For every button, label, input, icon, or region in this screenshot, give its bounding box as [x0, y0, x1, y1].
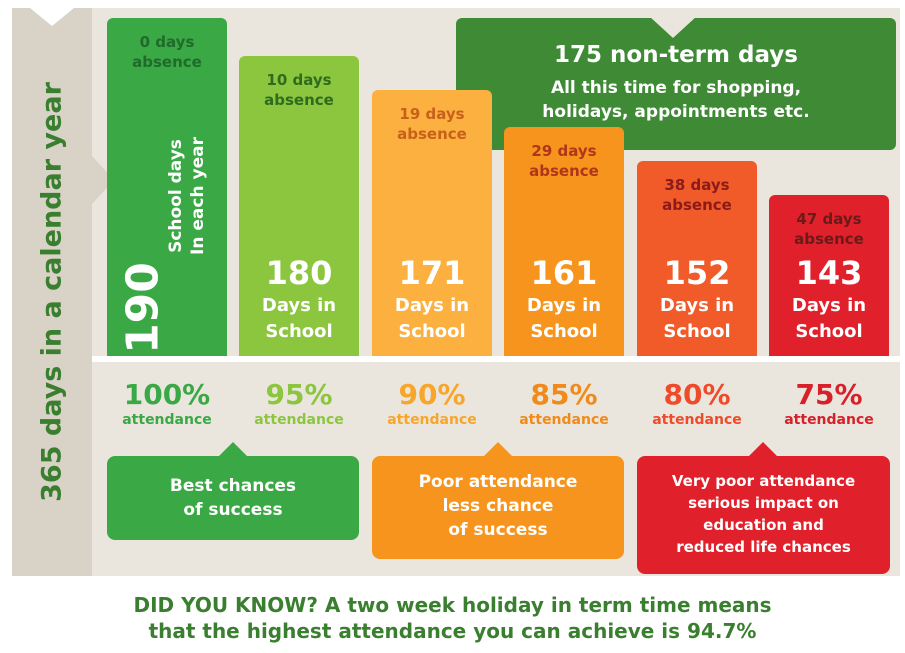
absence-days: 0 days — [139, 33, 195, 51]
callout-pointer — [749, 442, 777, 456]
footer-line: that the highest attendance you can achi… — [148, 619, 757, 643]
bar-value-label: 180 — [265, 253, 333, 292]
bar-5: 47 days absence 143 Days in School — [769, 195, 889, 356]
callout-pointer — [219, 442, 247, 456]
callout-line: of success — [448, 520, 548, 540]
bar-absence-label: 10 days absence — [239, 70, 359, 110]
non-term-description-line: holidays, appointments etc. — [542, 102, 810, 122]
bar-school-label: School — [795, 321, 863, 342]
bar-absence-label: 0 days absence — [107, 32, 227, 72]
attendance-percent: 75% — [795, 378, 863, 411]
bar-2: 19 days absence 171 Days in School — [372, 89, 492, 356]
attendance-word: attendance — [652, 412, 742, 428]
bar-0: 0 days absence 190 School days In each year — [107, 18, 227, 356]
absence-days: 38 days — [664, 176, 730, 195]
non-term-description: All this time for shopping, holidays, ap… — [456, 76, 896, 124]
top-notch — [30, 8, 74, 26]
attendance-word: attendance — [387, 412, 477, 428]
absence-word: absence — [132, 53, 202, 71]
absence-days: 47 days — [796, 210, 862, 228]
bar-3: 29 days absence 161 Days in School — [504, 127, 624, 356]
callout-text: Very poor attendance serious impact on edu… — [637, 470, 890, 558]
callout-line: of success — [183, 500, 283, 520]
school-days-number: 190 — [117, 262, 169, 354]
attendance-percent: 90% — [398, 378, 466, 411]
bar-4: 38 days absence 152 Days in School — [637, 161, 757, 356]
bar-value-label: 161 — [530, 253, 598, 292]
school-days-label-line: In each year — [188, 137, 208, 255]
absence-word: absence — [264, 90, 334, 109]
bar-school-label: School — [398, 320, 466, 342]
footer-line: DID YOU KNOW? A two week holiday in term… — [133, 593, 772, 617]
bar-value-label: 152 — [663, 253, 731, 292]
non-term-title: 175 non-term days — [554, 42, 798, 68]
non-term-description-line: All this time for shopping, — [550, 78, 802, 98]
non-term-notch — [649, 16, 697, 38]
school-days-label-line: School days — [166, 139, 186, 253]
school-days-label: School days In each year — [165, 137, 209, 255]
attendance-percent: 95% — [265, 378, 333, 411]
bar-days-in-label: Days in — [659, 294, 735, 316]
bar-school-label: School — [530, 320, 598, 342]
absence-days: 29 days — [531, 142, 597, 161]
attendance-word: attendance — [784, 412, 874, 428]
attendance-percent: 85% — [530, 378, 598, 411]
absence-word: absence — [529, 162, 599, 181]
callout-line: serious impact on — [688, 494, 839, 512]
bar-days-in-label: Days in — [394, 294, 470, 316]
callout-pointer — [484, 442, 512, 456]
absence-days: 19 days — [399, 104, 465, 123]
attendance-word: attendance — [519, 412, 609, 428]
bar-value-label: 171 — [398, 253, 466, 292]
bar-days-in-label: Days in — [791, 295, 867, 316]
attendance-percent: 80% — [663, 378, 731, 411]
bar-school-label: School — [663, 320, 731, 342]
side-label: 365 days in a calendar year — [36, 82, 68, 502]
side-panel — [12, 8, 92, 576]
bar-days-in-label: Days in — [261, 294, 337, 316]
absence-days: 10 days — [266, 70, 332, 89]
absence-word: absence — [397, 124, 467, 143]
bar-absence-label: 29 days absence — [504, 141, 624, 181]
absence-word: absence — [662, 196, 732, 215]
absence-word: absence — [794, 230, 864, 248]
bar-days-in-label: Days in — [526, 294, 602, 316]
chart-baseline — [92, 356, 900, 362]
attendance-word: attendance — [254, 412, 344, 428]
callout-line: education and — [703, 516, 824, 534]
callout-line: reduced life chances — [676, 538, 851, 556]
callout-box: Best chances of success — [107, 442, 359, 540]
callout-box: Very poor attendance serious impact on edu… — [637, 442, 890, 574]
attendance-word: attendance — [122, 412, 212, 428]
callout-text: Best chances of success — [107, 474, 359, 522]
callout-box: Poor attendance less chance of success — [372, 442, 624, 559]
bar-absence-label: 47 days absence — [769, 209, 889, 249]
bar-value-label: 143 — [795, 254, 863, 292]
did-you-know-footer: DID YOU KNOW? A two week holiday in term… — [0, 592, 905, 644]
attendance-percent: 100% — [123, 378, 211, 411]
callout-line: Very poor attendance — [671, 472, 856, 490]
callout-line: Best chances — [169, 476, 297, 496]
callout-text: Poor attendance less chance of success — [372, 470, 624, 542]
bar-school-label: School — [265, 320, 333, 342]
bar-1: 10 days absence 180 Days in School — [239, 55, 359, 356]
bar-absence-label: 19 days absence — [372, 104, 492, 144]
callout-line: less chance — [442, 496, 554, 516]
bar-absence-label: 38 days absence — [637, 175, 757, 215]
callout-line: Poor attendance — [418, 472, 578, 492]
